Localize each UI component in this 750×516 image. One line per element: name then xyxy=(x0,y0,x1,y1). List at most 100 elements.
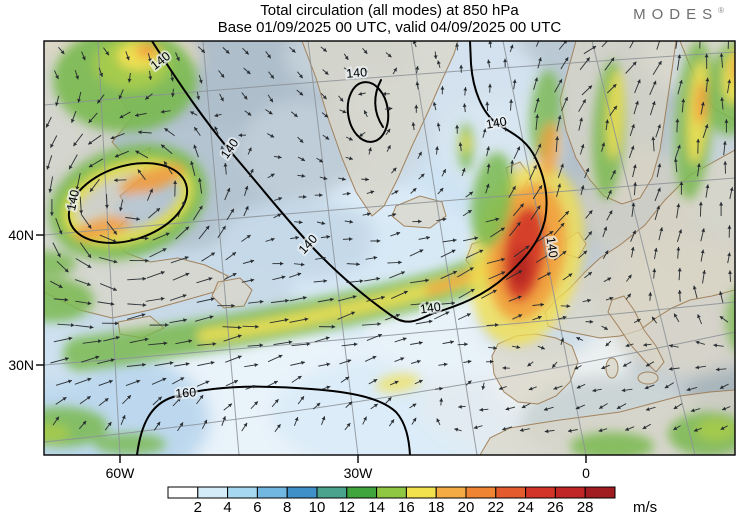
wind-arrow-head xyxy=(512,186,516,190)
wind-arrow-head xyxy=(458,142,463,147)
wind-arrow-head xyxy=(352,295,357,299)
wind-arrow-head xyxy=(348,136,353,141)
wind-arrow-head xyxy=(190,161,194,165)
wind-arrow-head xyxy=(135,113,139,117)
wind-arrow-head xyxy=(209,315,214,320)
wind-arrow-head xyxy=(412,41,417,45)
wind-arrow-head xyxy=(579,117,583,122)
wind-arrow-head xyxy=(690,408,695,413)
lat-label: 30N xyxy=(8,357,34,373)
wind-arrow-head xyxy=(55,102,59,106)
wind-arrow-head xyxy=(492,289,497,294)
wind-arrow-head xyxy=(322,256,326,261)
wind-arrow-head xyxy=(633,182,638,186)
wind-arrow-head xyxy=(237,334,242,339)
wind-arrow-head xyxy=(244,50,249,55)
wind-arrow-head xyxy=(677,267,682,272)
wind-arrow-head xyxy=(653,247,658,252)
wind-arrow-head xyxy=(316,402,321,407)
wind-arrow-head xyxy=(136,217,140,221)
wind-arrow-head xyxy=(114,178,118,183)
wind-arrow-head xyxy=(433,55,438,59)
wind-arrow-head xyxy=(411,122,416,126)
wind-arrow-head xyxy=(464,342,468,347)
colorbar-cell xyxy=(346,486,378,499)
speed-max-blob xyxy=(570,432,654,455)
wind-arrow-head xyxy=(326,385,331,390)
wind-arrow-head xyxy=(165,232,170,237)
wind-arrow-head xyxy=(704,124,709,129)
wind-arrow-head xyxy=(270,173,275,178)
wind-arrow-head xyxy=(631,124,635,129)
wind-arrow-head xyxy=(616,405,621,409)
colorbar-tick-label: 26 xyxy=(547,499,564,516)
wind-arrow-head xyxy=(467,210,472,214)
speed-max-blob xyxy=(44,251,76,277)
wind-arrow-head xyxy=(46,165,51,170)
wind-arrow-head xyxy=(557,183,562,188)
wind-arrow-head xyxy=(81,56,86,61)
wind-arrow-head xyxy=(632,230,636,235)
wind-arrow-head xyxy=(222,225,226,230)
wind-arrow-head xyxy=(574,365,579,370)
wind-arrow-head xyxy=(376,276,380,281)
wind-arrow-head xyxy=(502,366,506,370)
wind-arrow-head xyxy=(319,193,323,198)
wind-arrow-head xyxy=(48,188,53,193)
wind-arrow-head xyxy=(623,363,627,367)
wind-arrow-head xyxy=(565,211,569,215)
wind-arrow-head xyxy=(223,163,228,167)
wind-arrow-head xyxy=(326,362,331,367)
wind-arrow-head xyxy=(75,75,79,80)
wind-arrow-head xyxy=(381,295,385,300)
wind-arrow-head xyxy=(568,273,573,278)
wind-arrow-head xyxy=(656,205,661,210)
wind-arrow-head xyxy=(727,225,732,229)
wind-arrow-head xyxy=(585,168,590,172)
wind-arrow-head xyxy=(400,357,405,361)
wind-arrow-head xyxy=(463,87,468,91)
wind-arrow-head xyxy=(553,386,558,390)
wind-arrow-head xyxy=(297,272,302,277)
wind-arrow-head xyxy=(416,359,421,364)
contour-140-egreenland xyxy=(374,79,384,128)
wind-arrow-head xyxy=(488,83,492,88)
wind-arrow-head xyxy=(719,385,724,389)
wind-arrow-head xyxy=(248,147,252,152)
wind-arrow-head xyxy=(55,416,59,421)
wind-arrow-head xyxy=(88,140,93,145)
wind-arrow-head xyxy=(118,95,123,99)
wind-arrow-head xyxy=(203,419,208,424)
wind-arrow-head xyxy=(588,231,592,236)
wind-arrow-head xyxy=(625,427,630,431)
wind-arrow-head xyxy=(418,151,422,156)
wind-arrow-head xyxy=(412,417,417,422)
wind-arrow-head xyxy=(648,292,653,296)
speed-max-blob xyxy=(606,70,624,160)
wind-arrow-head xyxy=(237,355,242,360)
wind-arrow-head xyxy=(349,219,354,224)
wind-arrow-head xyxy=(87,224,92,229)
wind-arrow-head xyxy=(344,55,349,60)
wind-arrow-head xyxy=(533,165,537,169)
meridian xyxy=(410,41,478,455)
wind-arrow-head xyxy=(349,156,353,161)
wind-arrow-head xyxy=(105,51,109,56)
meridian xyxy=(0,41,1,455)
wind-arrow-head xyxy=(299,138,304,143)
wind-arrow-head xyxy=(715,367,720,372)
wind-arrow-head xyxy=(179,422,184,427)
wind-arrow xyxy=(535,41,540,47)
wind-arrow-head xyxy=(605,119,610,124)
wind-arrow-head xyxy=(612,170,616,174)
wind-arrow-head xyxy=(365,177,369,182)
wind-arrow-head xyxy=(110,135,115,140)
wind-arrow-head xyxy=(170,77,175,82)
wind-arrow-head xyxy=(598,428,603,433)
wind-arrow-head xyxy=(599,405,604,409)
wind-arrow-head xyxy=(69,165,73,170)
parallel xyxy=(44,51,735,106)
wind-arrow-head xyxy=(705,77,710,82)
wind-arrow-head xyxy=(398,260,402,265)
wind-arrow-head xyxy=(637,79,641,84)
